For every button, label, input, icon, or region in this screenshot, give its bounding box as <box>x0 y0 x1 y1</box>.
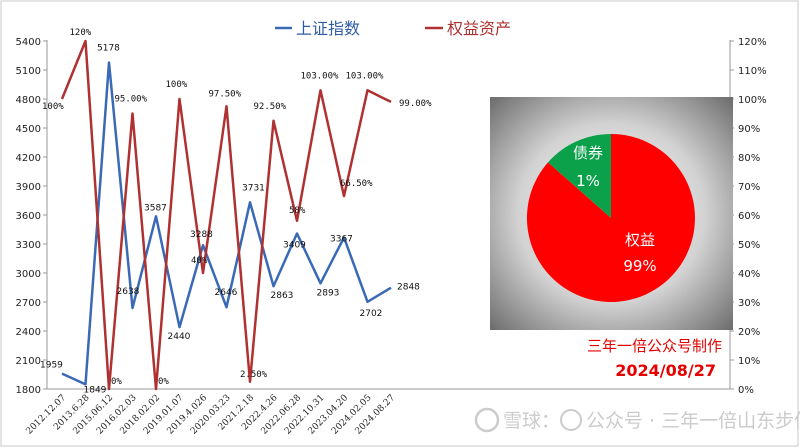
legend-label-index: 上证指数 <box>296 19 360 38</box>
left-tick-label: 5100 <box>16 66 41 77</box>
data-label-index: 2702 <box>360 309 383 319</box>
watermark-text-1: 雪球： <box>503 410 560 432</box>
left-tick-label: 4500 <box>16 124 41 135</box>
data-label-index: 3409 <box>283 240 306 250</box>
data-label-index: 3288 <box>190 230 213 240</box>
left-tick-label: 4800 <box>16 95 41 106</box>
series-line-equity <box>60 39 392 391</box>
left-tick-label: 3000 <box>16 269 41 280</box>
right-tick-label: 40% <box>738 269 760 280</box>
right-tick-label: 80% <box>738 153 760 164</box>
right-tick-label: 110% <box>738 66 767 77</box>
right-tick-label: 60% <box>738 211 760 222</box>
pie-slice-equity <box>526 134 695 302</box>
right-tick-label: 10% <box>738 356 760 367</box>
data-label-index: 3587 <box>144 203 167 213</box>
right-tick-label: 120% <box>738 37 767 48</box>
right-axis-ticks: 0% 10% 20% 30% 40% 50% 60% 70% 80% 90% 100% 110% 120… <box>730 37 767 396</box>
data-label-equity: 99.00% <box>399 99 432 109</box>
data-label-equity: 97.50% <box>209 89 242 99</box>
data-label-equity: 103.00% <box>301 71 340 81</box>
data-label-index: 5178 <box>97 43 120 53</box>
right-tick-label: 90% <box>738 124 760 135</box>
data-label-equity: 100% <box>166 80 188 90</box>
data-label-equity: 103.00% <box>346 71 385 81</box>
series-line-index <box>61 61 392 386</box>
data-label-index: 2893 <box>317 288 340 298</box>
right-tick-label: 20% <box>738 327 760 338</box>
data-label-index: 2863 <box>271 291 294 301</box>
legend: 上证指数 权益资产 <box>275 19 511 38</box>
pie-slice-bond <box>548 134 611 218</box>
left-axis-ticks: 1800 2100 2400 2700 3000 3300 3600 3900 4200 4500… <box>16 37 47 396</box>
left-tick-label: 2400 <box>16 327 41 338</box>
data-label-index: 2646 <box>215 288 238 298</box>
left-tick-label: 3900 <box>16 182 41 193</box>
data-label-equity: 92.50% <box>254 102 287 112</box>
data-label-equity: 120% <box>70 28 92 38</box>
data-label-index: 1959 <box>40 361 63 371</box>
right-tick-label: 30% <box>738 298 760 309</box>
data-label-equity: 66.50% <box>340 179 373 189</box>
right-tick-label: 100% <box>738 95 767 106</box>
data-labels-index: 1959 1849 5178 2638 3587 2440 3288 2646 3731 2863… <box>40 43 420 395</box>
left-tick-label: 5400 <box>16 37 41 48</box>
data-label-index: 1849 <box>84 385 107 395</box>
x-axis-ticks: 2012.12.072013.6.282015.06.122016.02.032… <box>25 393 398 437</box>
pie-panel: 债券 1% 权益 99% <box>490 97 733 330</box>
left-tick-label: 2100 <box>16 356 41 367</box>
data-label-equity: 58% <box>289 206 306 216</box>
wechat-icon <box>560 409 582 431</box>
left-tick-label: 3600 <box>16 211 41 222</box>
pie-label-equity: 权益 <box>625 231 655 249</box>
data-labels-equity: 100% 120% 0% 95.00% 0% 100% 40% 97.50% 2.50% 92.5… <box>42 28 432 387</box>
right-tick-label: 0% <box>738 385 754 396</box>
credit-title: 三年一倍公众号制作 <box>587 337 722 355</box>
data-label-index: 2848 <box>397 283 420 293</box>
left-tick-label: 4200 <box>16 153 41 164</box>
right-tick-label: 50% <box>738 240 760 251</box>
right-tick-label: 70% <box>738 182 760 193</box>
legend-label-equity: 权益资产 <box>447 19 511 38</box>
pie-pct-equity: 99% <box>623 257 656 275</box>
data-label-index: 3731 <box>242 183 265 193</box>
left-tick-label: 2700 <box>16 298 41 309</box>
watermark-text-2: 公众号 · 三年一倍山东步倍 <box>586 410 800 432</box>
data-label-equity: 95.00% <box>115 95 148 105</box>
watermark: 雪球： 公众号 · 三年一倍山东步倍 <box>474 407 800 433</box>
data-label-index: 2638 <box>117 287 140 297</box>
data-label-equity: 100% <box>42 102 64 112</box>
credit-date: 2024/08/27 <box>615 361 716 380</box>
data-label-index: 2440 <box>168 332 191 342</box>
pie-label-bond: 债券 <box>573 144 603 162</box>
data-label-equity: 0% <box>111 377 122 387</box>
data-label-equity: 40% <box>191 256 208 266</box>
left-tick-label: 1800 <box>16 385 41 396</box>
left-tick-label: 3300 <box>16 240 41 251</box>
data-label-index: 3367 <box>330 235 353 245</box>
data-label-equity: 2.50% <box>240 370 268 380</box>
data-label-equity: 0% <box>158 377 169 387</box>
snowball-logo-icon <box>474 407 500 433</box>
pie-pct-bond: 1% <box>576 172 600 190</box>
